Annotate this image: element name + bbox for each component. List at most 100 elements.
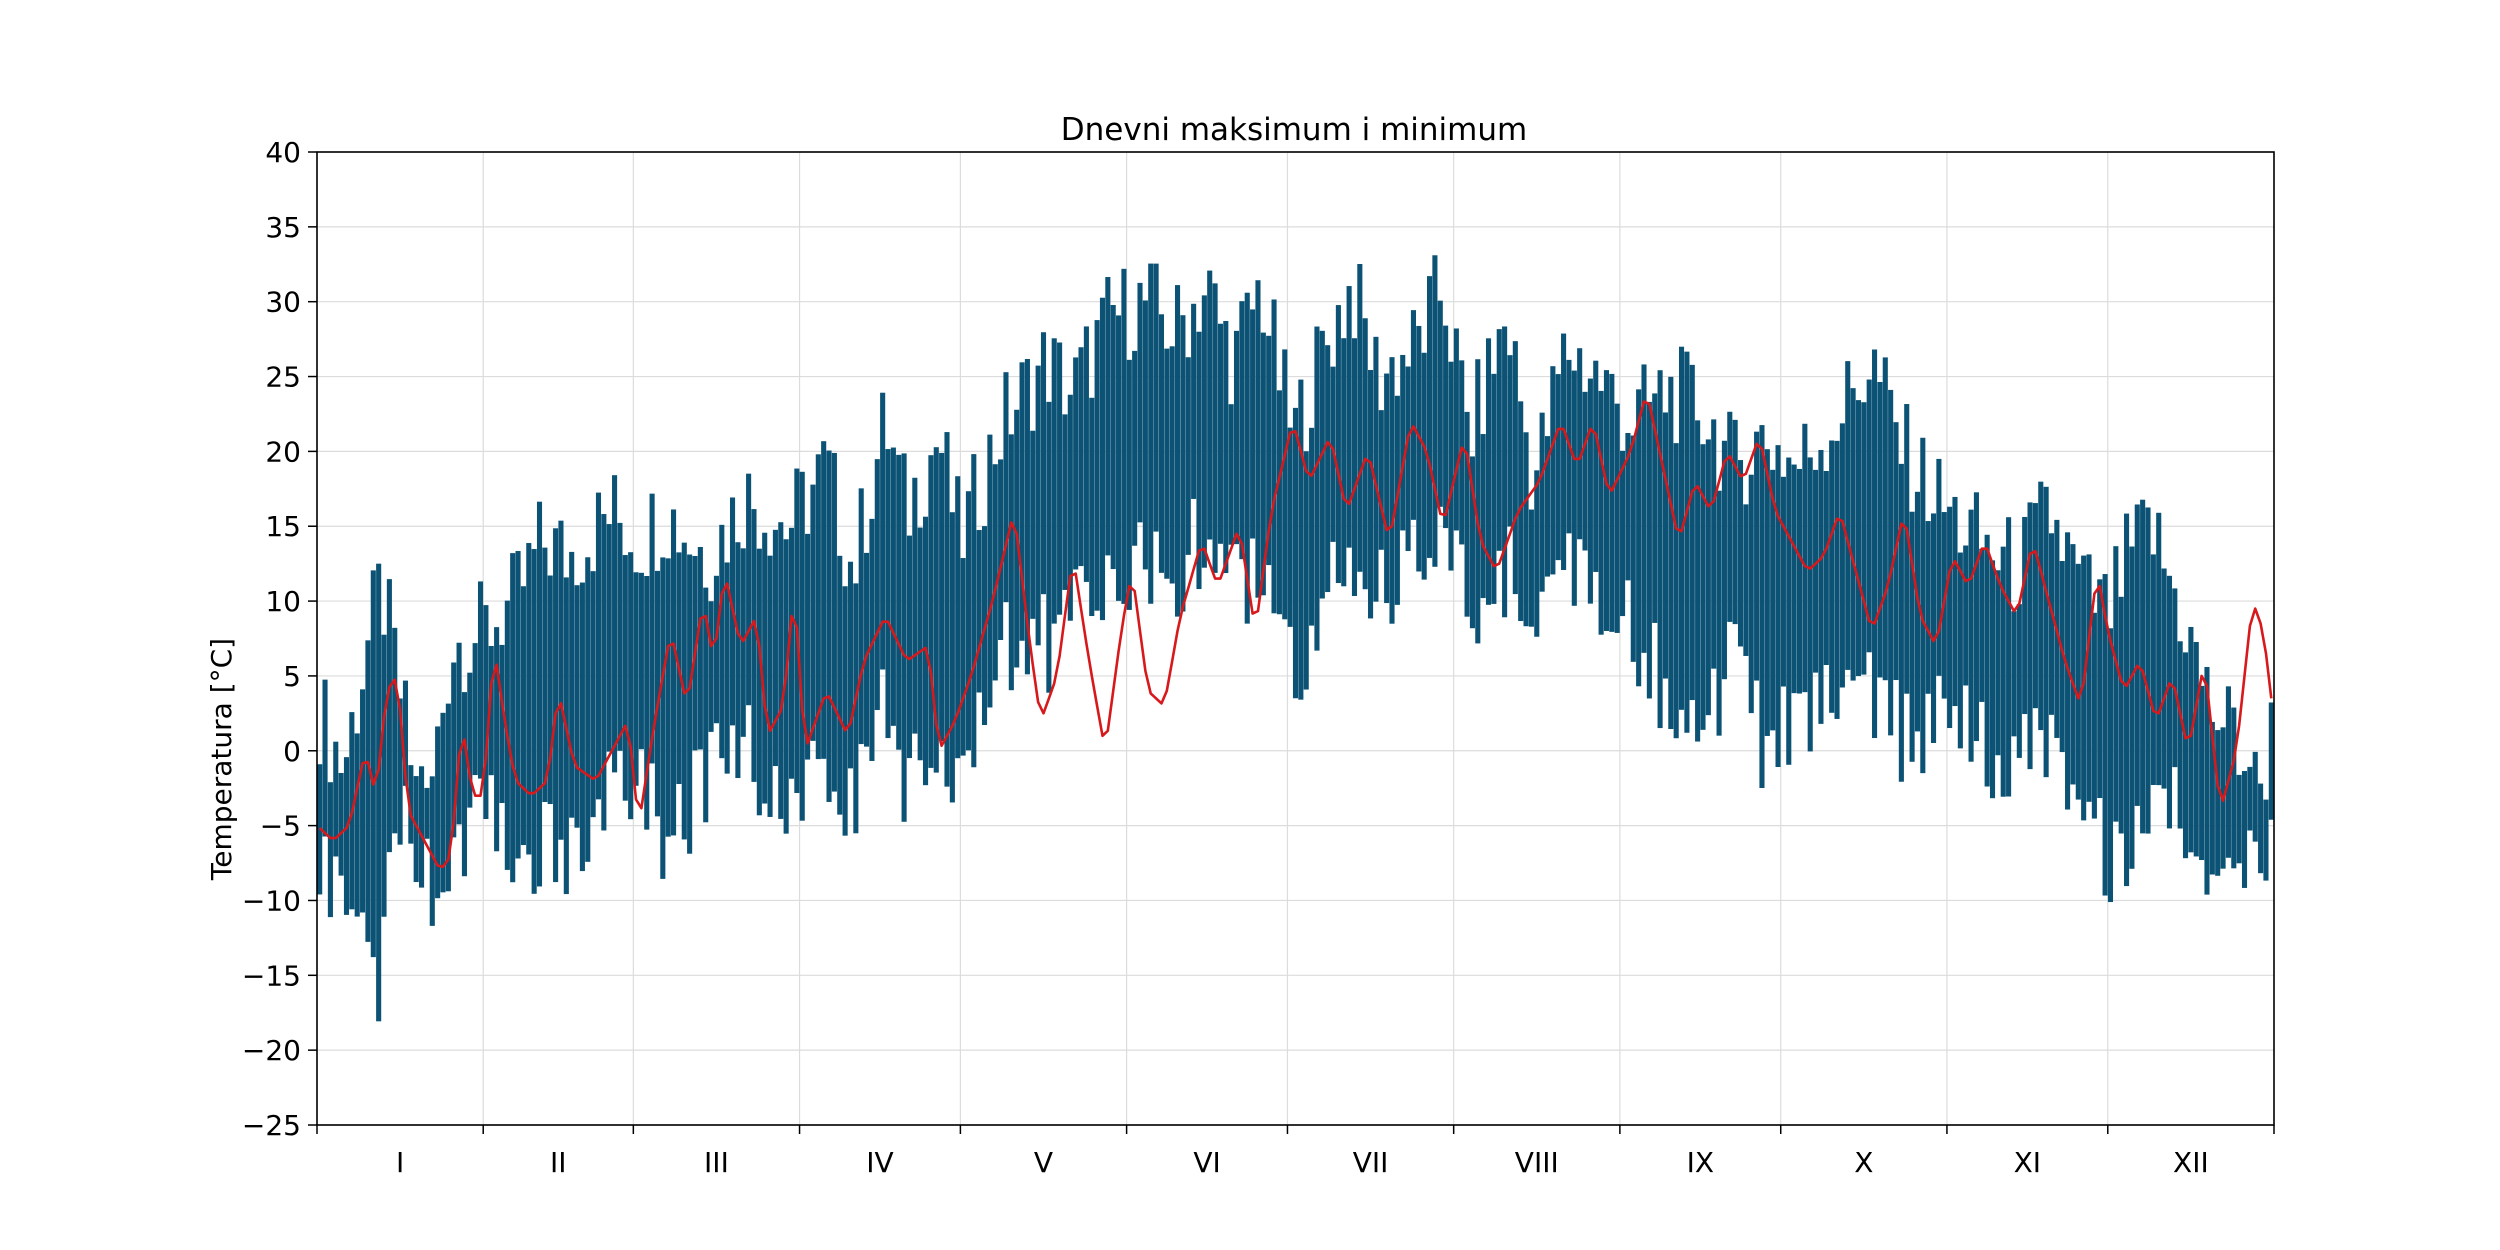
- day-range-bar: [1689, 364, 1695, 701]
- y-tick-label: 25: [265, 361, 301, 394]
- day-range-bar: [965, 491, 971, 751]
- day-range-bar: [649, 493, 655, 764]
- day-range-bar: [1598, 390, 1604, 635]
- day-range-bar: [1662, 412, 1669, 679]
- day-range-bar: [2268, 702, 2274, 820]
- day-range-bar: [2258, 783, 2264, 874]
- day-range-bar: [1620, 450, 1626, 617]
- day-range-bar: [1410, 310, 1417, 520]
- day-range-bar: [1625, 432, 1631, 581]
- day-range-bar: [558, 520, 564, 840]
- day-range-bar: [322, 679, 328, 837]
- day-range-bar: [1534, 470, 1540, 637]
- day-range-bar: [2006, 517, 2012, 797]
- day-range-bar: [435, 726, 441, 899]
- month-label: IX: [1687, 1146, 1714, 1179]
- day-range-bar: [2209, 721, 2215, 875]
- day-range-bar: [2027, 502, 2033, 770]
- day-range-bar: [2016, 604, 2022, 758]
- day-range-bar: [949, 512, 955, 803]
- day-range-bar: [1796, 468, 1803, 694]
- day-range-bar: [901, 453, 907, 822]
- day-range-bar: [939, 452, 945, 742]
- day-range-bar: [1973, 492, 1979, 742]
- day-range-bar: [885, 449, 891, 739]
- day-range-bar: [2091, 612, 2097, 819]
- day-range-bar: [1550, 366, 1556, 575]
- day-range-bar: [1040, 332, 1047, 595]
- day-range-bar: [1421, 352, 1427, 580]
- day-range-bar: [1094, 320, 1100, 611]
- day-range-bar: [2225, 686, 2231, 858]
- month-label: II: [550, 1146, 567, 1179]
- day-range-bar: [987, 434, 993, 708]
- day-range-bar: [1807, 457, 1813, 752]
- month-label: V: [1034, 1146, 1053, 1179]
- y-tick-label: 30: [265, 286, 301, 319]
- day-range-bar: [1737, 460, 1744, 647]
- day-range-bar: [1603, 370, 1610, 631]
- day-range-bar: [1469, 456, 1475, 629]
- day-range-bar: [354, 733, 360, 917]
- day-range-bar: [1518, 401, 1524, 622]
- day-range-bar: [906, 535, 913, 759]
- day-range-bar: [1030, 430, 1036, 619]
- day-range-bar: [1657, 370, 1663, 729]
- day-range-bar: [2048, 533, 2055, 715]
- day-range-bar: [660, 557, 666, 879]
- day-range-bar: [1759, 425, 1765, 788]
- day-range-bar: [2156, 512, 2162, 786]
- day-range-bar: [2075, 563, 2081, 800]
- day-range-bar: [472, 643, 478, 776]
- day-range-bar: [1121, 268, 1127, 604]
- day-range-bar: [1904, 404, 1910, 694]
- day-range-bar: [933, 447, 939, 773]
- day-range-bar: [360, 689, 366, 913]
- day-range-bar: [1561, 333, 1567, 570]
- day-range-bar: [2236, 774, 2242, 864]
- month-label: X: [1854, 1146, 1873, 1179]
- day-range-bar: [1668, 376, 1674, 730]
- day-range-bar: [1174, 285, 1181, 617]
- day-range-bar: [638, 572, 644, 750]
- day-range-bar: [1914, 491, 1920, 732]
- day-range-bar: [1309, 427, 1315, 626]
- day-range-bar: [1351, 338, 1358, 596]
- day-range-bar: [1260, 332, 1266, 596]
- day-range-bar: [590, 571, 596, 818]
- day-range-bar: [890, 447, 896, 726]
- day-range-bar: [1073, 357, 1079, 570]
- day-range-bar: [2145, 507, 2151, 834]
- day-range-bar: [2215, 730, 2221, 876]
- mean-line-group: [318, 400, 2273, 869]
- day-range-bar: [1764, 449, 1770, 736]
- day-range-bar: [1512, 341, 1518, 595]
- day-range-bar: [1105, 277, 1111, 556]
- day-range-bar: [2129, 546, 2135, 869]
- day-range-bar: [853, 583, 859, 834]
- day-range-bar: [467, 672, 473, 808]
- day-range-bar: [2193, 642, 2199, 857]
- day-range-bar: [1062, 414, 1068, 590]
- day-range-bar: [1217, 323, 1223, 544]
- day-range-bar: [1132, 350, 1138, 546]
- day-range-bar: [1925, 521, 1931, 694]
- day-range-bar: [1148, 263, 1154, 604]
- day-range-bar: [510, 553, 516, 883]
- day-range-bar: [1057, 342, 1063, 615]
- day-range-bar: [1968, 509, 1974, 762]
- day-range-bar: [2182, 652, 2189, 859]
- y-tick-label: 35: [265, 211, 301, 244]
- day-range-bar: [756, 548, 762, 816]
- day-range-bar: [343, 757, 350, 915]
- day-range-bar: [1721, 440, 1727, 680]
- day-range-bar: [2081, 555, 2087, 821]
- day-range-bar: [1544, 436, 1551, 577]
- day-range-bar: [1636, 389, 1642, 687]
- day-range-bar: [1067, 394, 1073, 621]
- day-range-bar: [1630, 435, 1636, 662]
- day-range-bar: [1362, 318, 1368, 590]
- month-label: VI: [1193, 1146, 1220, 1179]
- day-range-bar: [1485, 338, 1492, 605]
